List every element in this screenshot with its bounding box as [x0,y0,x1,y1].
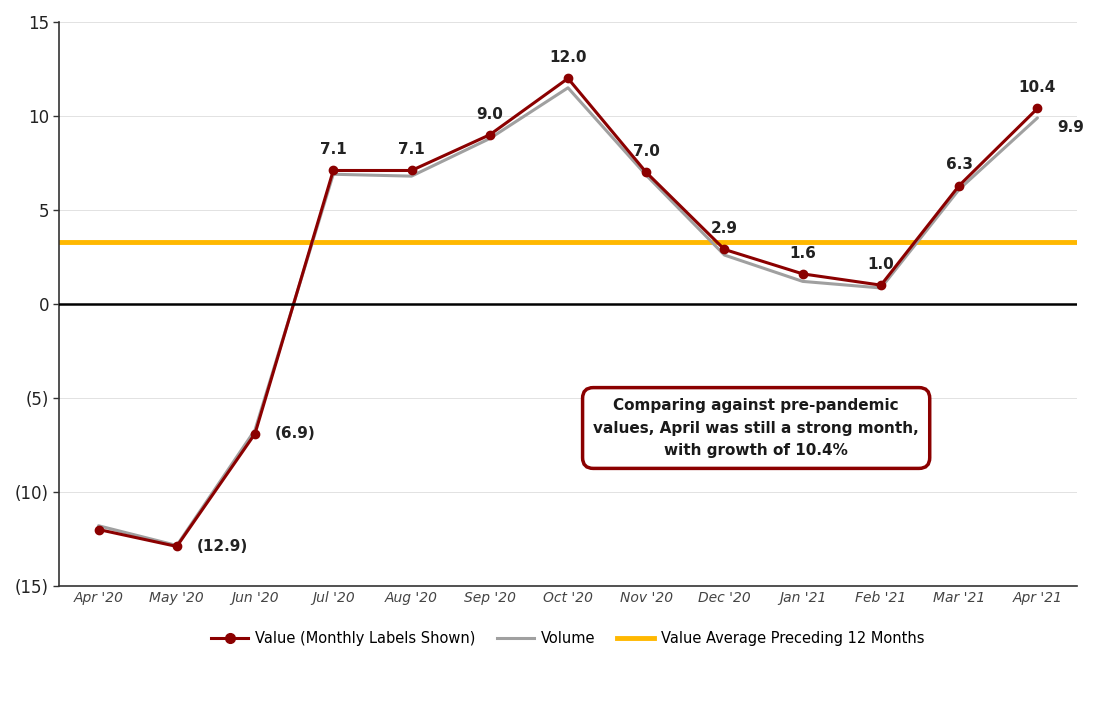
Text: 1.0: 1.0 [867,257,895,272]
Text: (12.9): (12.9) [196,539,248,554]
Text: (6.9): (6.9) [274,426,315,441]
Text: 7.0: 7.0 [633,144,660,159]
Text: 7.1: 7.1 [320,143,347,157]
Text: 10.4: 10.4 [1018,80,1056,96]
Text: 2.9: 2.9 [711,222,738,236]
Text: 1.6: 1.6 [789,245,817,261]
Text: 12.0: 12.0 [549,50,586,65]
Text: 7.1: 7.1 [398,143,425,157]
Text: 6.3: 6.3 [946,157,973,172]
Legend: Value (Monthly Labels Shown), Volume, Value Average Preceding 12 Months: Value (Monthly Labels Shown), Volume, Va… [205,626,930,652]
Text: Comparing against pre-pandemic
values, April was still a strong month,
with grow: Comparing against pre-pandemic values, A… [593,398,919,458]
Text: 9.9: 9.9 [1057,119,1084,135]
Text: 9.0: 9.0 [476,106,504,122]
